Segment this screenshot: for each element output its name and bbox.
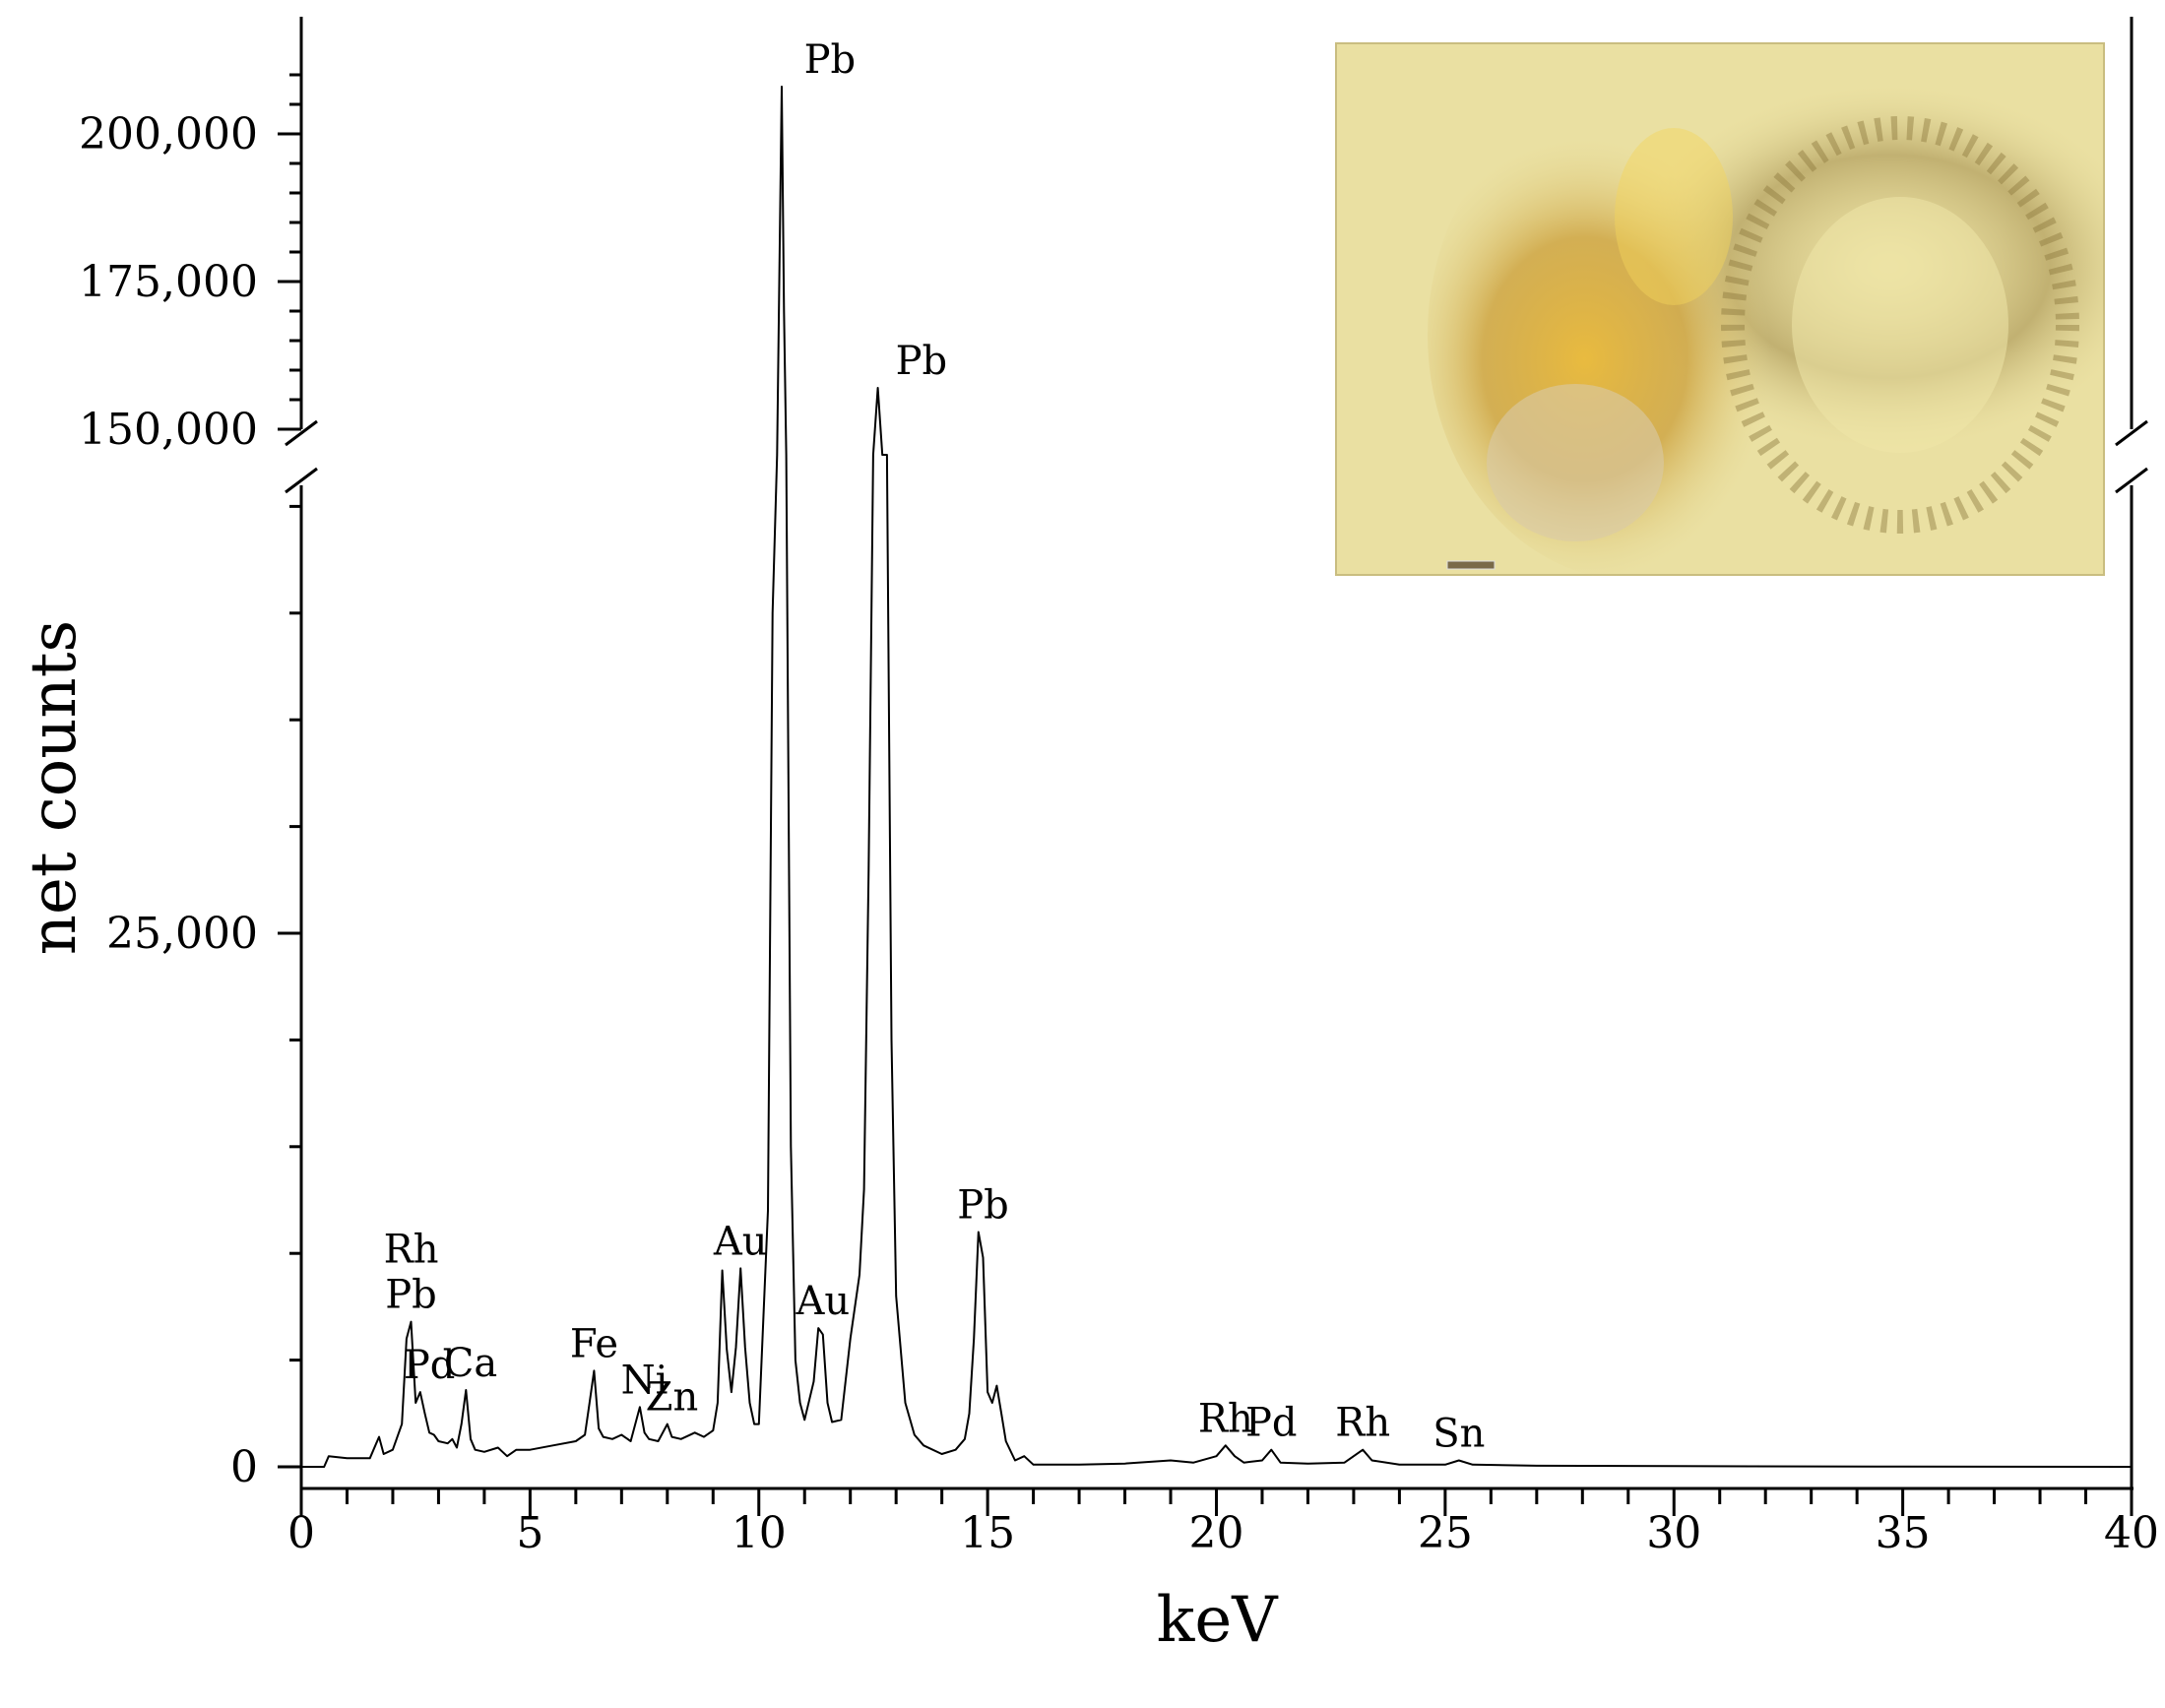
y-tick-label: 175,000 (79, 257, 258, 307)
peak-label: Ni (621, 1358, 669, 1403)
x-tick-label: 30 (1646, 1508, 1701, 1558)
inset-micrograph (1335, 42, 2105, 581)
axis-ticks (278, 73, 2133, 1516)
peak-label: Pd (404, 1343, 456, 1388)
peak-label: Rh (1198, 1396, 1253, 1441)
axis-break-mark-right-upper (2115, 419, 2148, 447)
peak-label: Zn (646, 1375, 699, 1421)
y-tick-label: 150,000 (79, 405, 258, 455)
peak-label: Pb (957, 1183, 1009, 1229)
x-tick-label: 20 (1189, 1508, 1244, 1558)
x-tick-label: 5 (516, 1508, 543, 1558)
y-tick-label: 200,000 (79, 109, 258, 159)
peak-label: Rh (1335, 1401, 1390, 1446)
x-axis-title: keV (1157, 1584, 1280, 1657)
y-tick-label: 0 (230, 1442, 258, 1492)
y-axis-title: net counts (18, 620, 91, 956)
peak-label: Ca (444, 1341, 497, 1386)
x-tick-label: 35 (1876, 1508, 1931, 1558)
axis-break-mark-left-lower (285, 467, 318, 494)
peak-label: Pd (1245, 1401, 1298, 1446)
x-tick-label: 10 (732, 1508, 787, 1558)
peak-label: Pb (896, 339, 948, 384)
peak-label: Sn (1433, 1411, 1485, 1456)
axis-break-mark-right-lower (2115, 467, 2148, 494)
peak-label: Au (713, 1219, 768, 1264)
spectrum-line (301, 86, 2133, 1468)
peak-label: Fe (570, 1321, 618, 1366)
axis-break-mark-left-upper (285, 419, 318, 447)
x-tick-label: 0 (287, 1508, 315, 1558)
peak-label: Pb (385, 1273, 437, 1318)
y-tick-label: 25,000 (106, 909, 258, 959)
x-tick-label: 15 (960, 1508, 1015, 1558)
peak-label: Au (795, 1279, 850, 1324)
axis-tick-labels: 0 5 10 15 20 25 30 35 40 0 25,000 150,000 175,000 200… (79, 109, 2159, 1558)
peak-label: Pb (804, 37, 857, 83)
peak-label: Rh (384, 1228, 439, 1273)
axes: 0 5 10 15 20 25 30 35 40 0 25,000 150,000 175,000 200… (79, 17, 2159, 1558)
x-tick-label: 40 (2104, 1508, 2159, 1558)
x-tick-label: 25 (1418, 1508, 1473, 1558)
